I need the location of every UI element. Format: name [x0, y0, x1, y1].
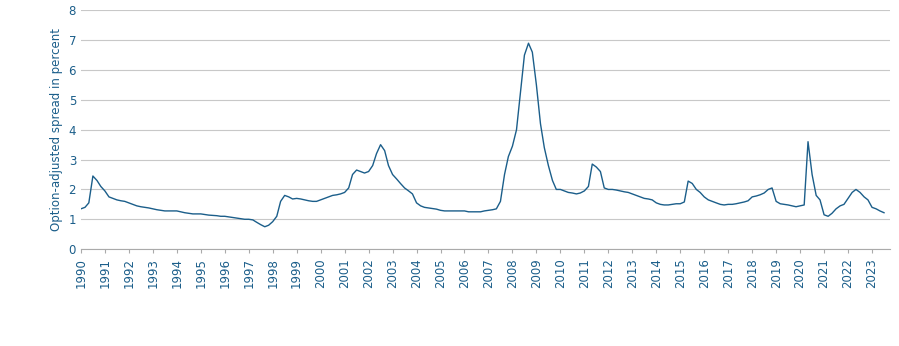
- Y-axis label: Option-adjusted spread in percent: Option-adjusted spread in percent: [50, 28, 63, 231]
